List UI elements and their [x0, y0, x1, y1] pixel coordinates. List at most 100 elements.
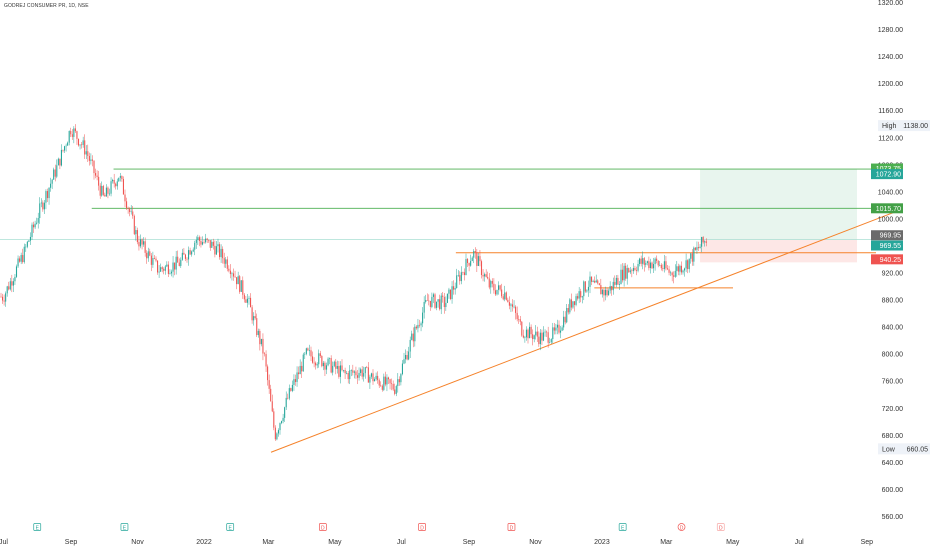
- candle: [679, 264, 681, 276]
- candle: [177, 250, 179, 263]
- candle: [420, 321, 422, 332]
- candle: [333, 360, 335, 368]
- candle: [639, 257, 641, 267]
- candle: [147, 247, 149, 262]
- candle: [84, 134, 86, 159]
- candle: [305, 347, 307, 356]
- candle: [205, 233, 207, 244]
- earnings-marker[interactable]: E: [33, 523, 42, 532]
- candle: [511, 299, 514, 312]
- earnings-marker[interactable]: E: [120, 523, 129, 532]
- candle: [671, 271, 673, 282]
- earnings-marker[interactable]: E: [226, 523, 235, 532]
- candle: [211, 239, 213, 248]
- svg-text:969.55: 969.55: [880, 243, 902, 250]
- time-tick-label: Sep: [463, 539, 476, 546]
- candle: [197, 234, 199, 245]
- candle: [149, 248, 151, 257]
- candle: [460, 266, 462, 285]
- candle: [440, 293, 442, 315]
- candle: [336, 360, 338, 374]
- candle: [136, 227, 138, 245]
- candle: [631, 268, 633, 278]
- candle: [143, 237, 145, 247]
- candle: [23, 243, 25, 264]
- candle: [87, 144, 89, 162]
- candle: [468, 262, 470, 272]
- candle: [343, 369, 345, 373]
- candle: [250, 293, 252, 308]
- candle: [39, 197, 41, 224]
- candle: [1, 293, 4, 304]
- candle: [417, 318, 419, 333]
- price-tick-label: 720.00: [882, 406, 904, 413]
- candle: [637, 259, 639, 273]
- candle: [257, 328, 259, 338]
- dividend-marker[interactable]: D: [677, 523, 686, 532]
- candle: [20, 252, 22, 265]
- candle: [569, 298, 571, 315]
- candle: [228, 265, 230, 273]
- candle: [544, 329, 546, 337]
- symbol-title: GODREJ CONSUMER PR, 1D, NSE: [4, 3, 89, 9]
- candle: [394, 383, 396, 396]
- candle: [705, 238, 707, 247]
- candle: [592, 279, 594, 283]
- candle: [330, 355, 332, 374]
- candle: [434, 292, 436, 309]
- candle: [663, 254, 665, 273]
- candle: [242, 276, 244, 299]
- candle: [597, 279, 599, 285]
- candle: [31, 222, 33, 240]
- target-zone[interactable]: [700, 169, 857, 240]
- price-tick-label: 1000.00: [878, 216, 903, 223]
- time-tick-label: Jul: [795, 539, 804, 546]
- svg-text:1138.00: 1138.00: [903, 123, 928, 130]
- stop-zone[interactable]: [700, 239, 857, 263]
- candle: [9, 277, 11, 291]
- candle: [612, 277, 614, 295]
- candle: [150, 253, 152, 272]
- candle: [391, 378, 393, 391]
- candle: [508, 296, 510, 310]
- candles: [0, 124, 707, 441]
- candle: [577, 293, 579, 301]
- candle: [229, 264, 231, 279]
- candle: [479, 249, 481, 267]
- candle: [155, 256, 157, 263]
- candle: [279, 422, 281, 435]
- candle: [146, 250, 148, 264]
- candle: [474, 247, 476, 259]
- candle: [491, 278, 493, 288]
- candle: [502, 293, 504, 301]
- candle: [263, 352, 266, 357]
- candle: [570, 293, 572, 311]
- candle: [426, 293, 428, 301]
- candle: [656, 255, 658, 264]
- candle: [226, 256, 228, 272]
- svg-text:E: E: [123, 526, 127, 532]
- price-tick-label: 760.00: [882, 379, 904, 386]
- candle: [364, 366, 366, 379]
- candle: [477, 252, 479, 267]
- candle: [119, 172, 121, 182]
- earnings-marker[interactable]: E: [618, 523, 627, 532]
- candle: [580, 288, 582, 303]
- candle: [643, 257, 645, 272]
- candle: [287, 393, 289, 400]
- candle: [64, 145, 66, 153]
- candle: [294, 374, 297, 386]
- candle: [85, 145, 87, 160]
- candle: [225, 257, 227, 268]
- dividend-marker[interactable]: D: [507, 523, 516, 532]
- dividend-marker[interactable]: D: [418, 523, 426, 532]
- candle: [549, 337, 551, 344]
- dividend-marker[interactable]: D: [319, 523, 327, 532]
- time-axis: Jul Sep Nov 2022 Mar May Jul Sep Nov 2023 Mar May Ju…: [0, 539, 873, 546]
- dividend-marker[interactable]: D: [716, 523, 725, 532]
- candle: [555, 323, 557, 335]
- ascending-trendline[interactable]: [270, 210, 899, 453]
- candle: [634, 265, 636, 272]
- candle: [575, 293, 577, 307]
